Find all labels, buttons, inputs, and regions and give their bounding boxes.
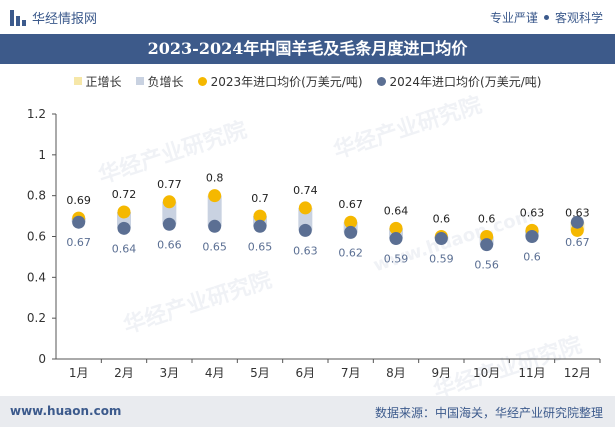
- bar-logo-icon: [10, 9, 26, 26]
- data-label-2024: 0.6: [523, 251, 541, 264]
- data-label-2023: 0.67: [338, 198, 363, 211]
- y-tick-label: 0.8: [27, 189, 46, 203]
- decrease-bar: [207, 195, 222, 227]
- data-label-2023: 0.63: [520, 206, 545, 219]
- point-2024: [298, 223, 312, 237]
- point-2024: [434, 232, 448, 246]
- footer: www.huaon.com 数据来源：中国海关，华经产业研究院整理: [0, 396, 615, 427]
- x-tick-label: 5月: [250, 366, 270, 380]
- data-label-2024: 0.66: [157, 238, 182, 251]
- point-2024: [525, 230, 539, 243]
- point-2023: [162, 195, 176, 209]
- data-label-2023: 0.6: [478, 213, 496, 226]
- point-2024: [208, 219, 222, 233]
- y-tick-label: 0.6: [27, 230, 46, 244]
- legend-item-2024: 2024年进口均价(万美元/吨): [376, 70, 542, 92]
- point-2023: [298, 201, 312, 215]
- footer-website: www.huaon.com: [10, 404, 122, 418]
- data-label-2023: 0.72: [112, 188, 137, 201]
- decrease-swatch-icon: [135, 77, 144, 85]
- tagline-left: 专业严谨: [489, 11, 538, 25]
- data-label-2024: 0.65: [202, 240, 227, 253]
- y-tick-label: 1.2: [27, 107, 46, 121]
- point-2024: [480, 238, 494, 252]
- data-label-2024: 0.67: [66, 236, 91, 249]
- decrease-bar: [298, 207, 313, 231]
- data-label-2023: 0.6: [433, 213, 451, 226]
- legend-label-2023: 2023年进口均价(万美元/吨): [210, 74, 363, 89]
- data-label-2023: 0.69: [66, 194, 91, 207]
- separator-dot-icon: [543, 15, 549, 20]
- data-label-2023: 0.8: [206, 172, 224, 185]
- data-label-2024: 0.64: [112, 242, 137, 255]
- data-label-2023: 0.64: [384, 204, 409, 217]
- legend-item-2023: 2023年进口均价(万美元/吨): [197, 70, 363, 92]
- legend-label-increase: 正增长: [85, 74, 122, 89]
- point-2023: [344, 215, 358, 229]
- point-2023: [253, 209, 267, 223]
- x-tick-label: 4月: [205, 366, 225, 380]
- x-tick-label: 7月: [341, 366, 361, 380]
- x-tick-label: 3月: [160, 366, 180, 380]
- data-label-2023: 0.74: [293, 184, 318, 197]
- brand: 华经情报网: [10, 8, 97, 27]
- brand-name: 华经情报网: [32, 12, 98, 27]
- x-tick-label: 2月: [114, 366, 134, 380]
- data-label-2023: 0.7: [251, 192, 269, 205]
- y-tick-label: 1: [38, 148, 46, 162]
- data-label-2024: 0.56: [474, 259, 499, 272]
- top-bar: 华经情报网 专业严谨 客观科学: [0, 0, 615, 34]
- chart-plot: 0 0.2 0.4 0.6 0.8 1 1.2 1月 2月 3月 4月 5月 6月 7月 8月 9月 10月 11…: [27, 107, 601, 380]
- legend-item-decrease: 负增长: [135, 70, 184, 92]
- x-tick-label: 9月: [432, 366, 452, 380]
- legend: 正增长 负增长 2023年进口均价(万美元/吨) 2024年进口均价(万美元/吨…: [0, 70, 615, 92]
- data-label-2024: 0.65: [248, 240, 273, 253]
- legend-label-decrease: 负增长: [147, 74, 184, 89]
- y-tick-label: 0: [38, 352, 46, 366]
- chart-title: 2023-2024年中国羊毛及毛条月度进口均价: [147, 39, 468, 58]
- x-tick-label: 6月: [296, 366, 316, 380]
- x-tick-label: 11月: [518, 366, 545, 380]
- title-bar: 2023-2024年中国羊毛及毛条月度进口均价: [0, 34, 615, 64]
- point-2023: [389, 221, 403, 235]
- y-tick-label: 0.2: [27, 311, 46, 325]
- x-tick-label: 8月: [386, 366, 406, 380]
- point-2024: [344, 225, 358, 239]
- data-label-2024: 0.59: [429, 253, 454, 266]
- tagline-right: 客观科学: [554, 11, 603, 25]
- data-label-2024: 0.63: [293, 244, 318, 257]
- y-tick-label: 0.4: [27, 270, 46, 284]
- point-2024: [389, 232, 403, 246]
- data-label-2023: 0.63: [565, 206, 590, 219]
- legend-label-2024: 2024年进口均价(万美元/吨): [389, 74, 542, 89]
- point-2024: [253, 219, 267, 233]
- data-label-2023: 0.77: [157, 178, 182, 191]
- series-2024-swatch-icon: [376, 76, 386, 86]
- decrease-bar: [162, 201, 177, 225]
- footer-source: 数据来源：中国海关，华经产业研究院整理: [374, 406, 603, 420]
- legend-item-increase: 正增长: [73, 70, 122, 92]
- increase-swatch-icon: [73, 77, 82, 85]
- x-tick-label: 10月: [473, 366, 500, 380]
- point-2023: [117, 205, 131, 219]
- data-label-2024: 0.67: [565, 236, 590, 249]
- x-tick-label: 12月: [564, 366, 591, 380]
- point-2024: [162, 217, 176, 231]
- point-2024: [72, 215, 86, 229]
- data-label-2024: 0.59: [384, 253, 409, 266]
- tagline: 专业严谨 客观科学: [490, 9, 603, 26]
- point-2024: [117, 221, 131, 235]
- x-tick-label: 1月: [69, 366, 89, 380]
- point-2023: [208, 189, 222, 203]
- point-2024: [570, 215, 584, 229]
- data-label-2024: 0.62: [338, 246, 363, 259]
- series-2023-swatch-icon: [197, 76, 207, 86]
